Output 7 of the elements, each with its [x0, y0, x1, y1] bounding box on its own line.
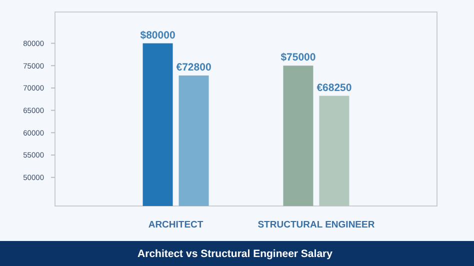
data-label: €68250 [316, 82, 352, 94]
data-label: $75000 [280, 52, 316, 64]
x-tick-label: ARCHITECT [148, 219, 204, 230]
data-label: €72800 [176, 61, 212, 74]
x-tick-label: STRUCTURAL ENGINEER [258, 219, 375, 230]
text: Architect vs Structural Engineer Salary [138, 248, 333, 260]
data-label: $80000 [140, 29, 176, 42]
